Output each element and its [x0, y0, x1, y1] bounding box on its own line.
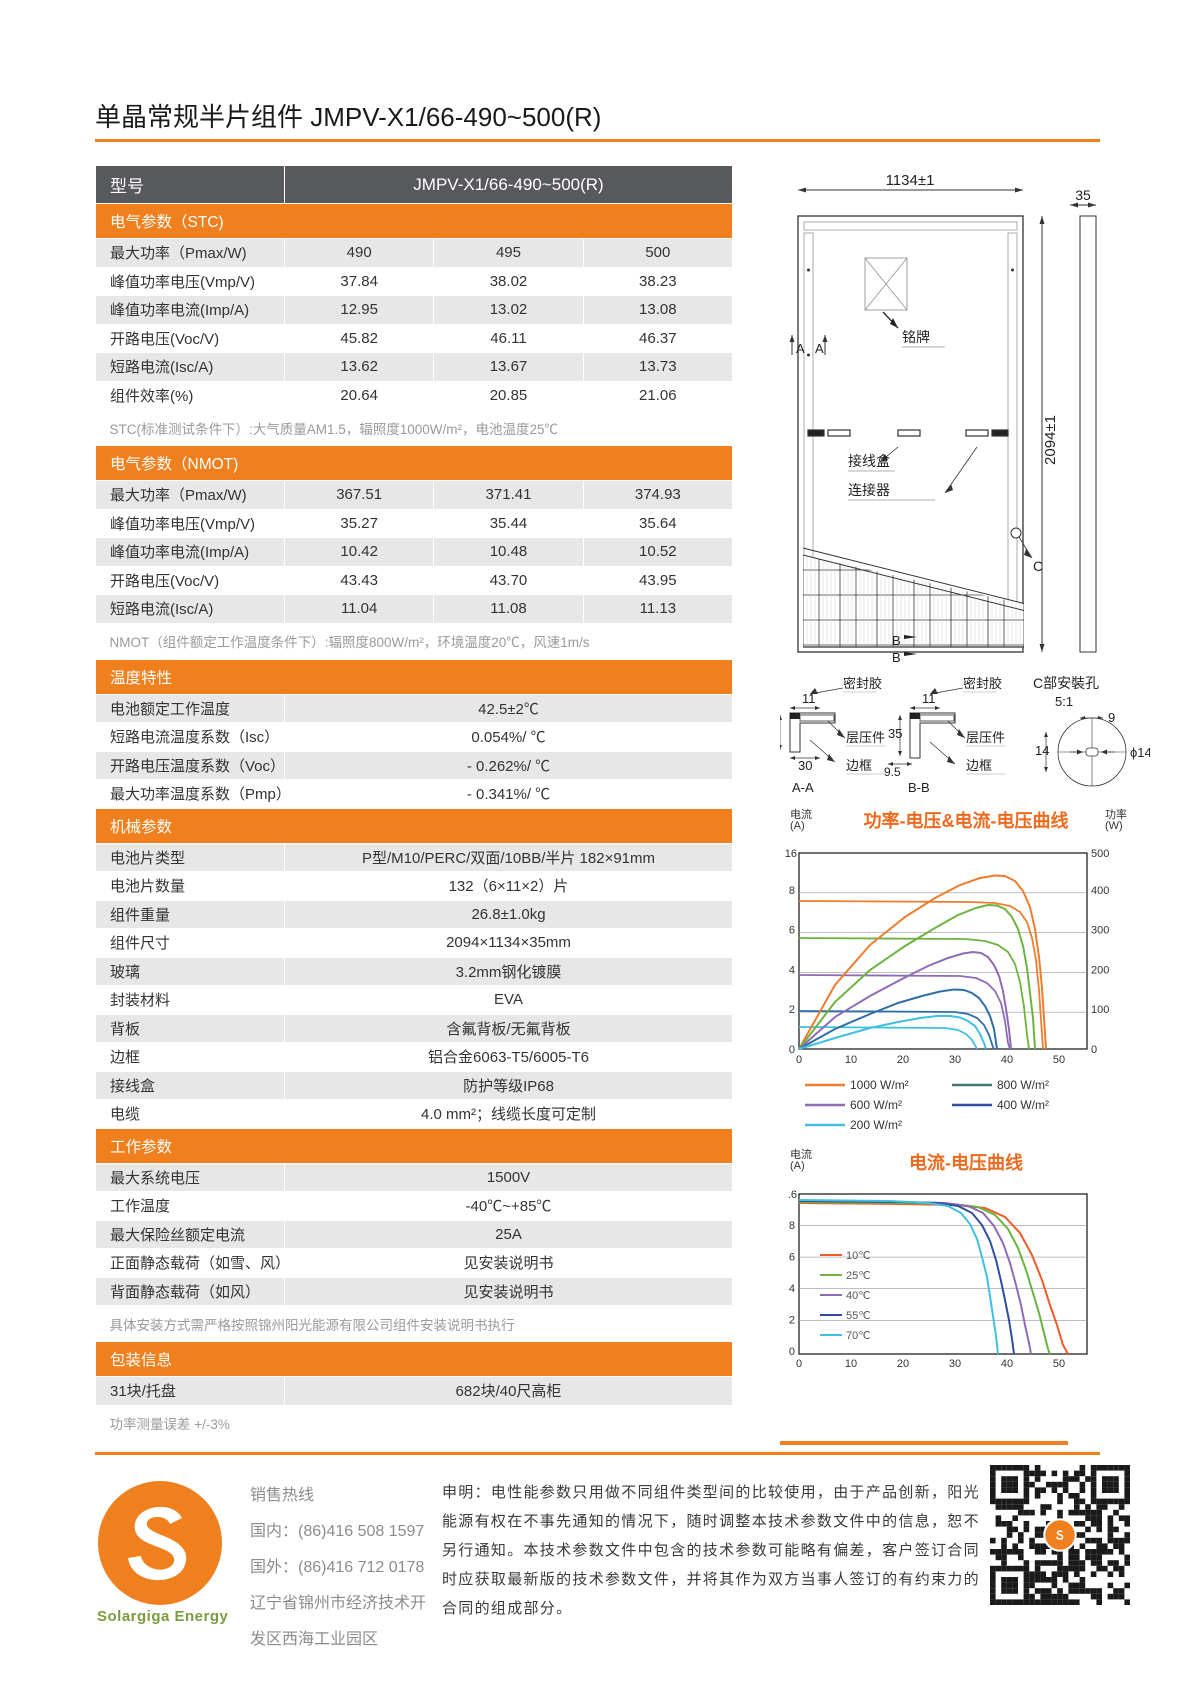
- svg-text:连接器: 连接器: [848, 482, 890, 498]
- svg-text:40: 40: [1001, 1358, 1013, 1370]
- svg-text:层压件: 层压件: [966, 730, 1005, 745]
- svg-text:密封胶: 密封胶: [963, 676, 1002, 691]
- svg-text:0: 0: [796, 1054, 802, 1066]
- svg-text:(A): (A): [790, 1160, 805, 1172]
- svg-text:600 W/m²: 600 W/m²: [850, 1098, 902, 1112]
- svg-text:0: 0: [789, 1044, 795, 1056]
- svg-text:14: 14: [1035, 743, 1049, 758]
- svg-text:0: 0: [1091, 1044, 1097, 1056]
- svg-text:接线盒: 接线盒: [848, 453, 890, 469]
- svg-text:8: 8: [789, 1220, 795, 1232]
- svg-text:10: 10: [845, 1054, 857, 1066]
- svg-text:铭牌: 铭牌: [902, 329, 930, 345]
- svg-text:ϕ14: ϕ14: [1130, 745, 1150, 760]
- svg-text:2: 2: [789, 1315, 795, 1327]
- svg-text:50: 50: [1053, 1358, 1065, 1370]
- svg-text:4: 4: [789, 964, 795, 976]
- svg-text:密封胶: 密封胶: [843, 676, 882, 691]
- svg-text:9.5: 9.5: [884, 765, 901, 779]
- svg-text:100: 100: [1091, 1004, 1109, 1016]
- svg-text:1000 W/m²: 1000 W/m²: [850, 1078, 909, 1092]
- svg-text:16: 16: [785, 848, 797, 860]
- svg-text:0: 0: [796, 1358, 802, 1370]
- svg-text:800 W/m²: 800 W/m²: [997, 1078, 1049, 1092]
- svg-text:(W): (W): [1105, 820, 1123, 832]
- svg-text:55℃: 55℃: [846, 1310, 871, 1322]
- svg-text:300: 300: [1091, 925, 1109, 937]
- svg-text:30: 30: [798, 758, 812, 773]
- svg-text:电流-电压曲线: 电流-电压曲线: [909, 1152, 1023, 1173]
- svg-text:C部安裝孔: C部安裝孔: [1033, 675, 1099, 691]
- svg-text:10℃: 10℃: [846, 1250, 871, 1262]
- svg-text:B-B: B-B: [908, 780, 930, 795]
- svg-text:500: 500: [1091, 848, 1109, 860]
- svg-text:6: 6: [789, 1251, 795, 1263]
- svg-text:A-A: A-A: [792, 780, 814, 795]
- svg-text:400 W/m²: 400 W/m²: [997, 1098, 1049, 1112]
- svg-text:20: 20: [897, 1358, 909, 1370]
- svg-text:2: 2: [789, 1004, 795, 1016]
- svg-text:边框: 边框: [846, 758, 872, 773]
- svg-text:4: 4: [789, 1283, 795, 1295]
- svg-text:1134±1: 1134±1: [886, 172, 935, 189]
- svg-text:70℃: 70℃: [846, 1330, 871, 1342]
- svg-text:40℃: 40℃: [846, 1290, 871, 1302]
- svg-text:200: 200: [1091, 964, 1109, 976]
- svg-text:10: 10: [845, 1358, 857, 1370]
- svg-text:边框: 边框: [966, 758, 992, 773]
- svg-text:20: 20: [897, 1054, 909, 1066]
- svg-text:A: A: [796, 341, 805, 356]
- svg-text:40: 40: [1001, 1054, 1013, 1066]
- svg-text:A: A: [815, 341, 824, 356]
- svg-text:B: B: [892, 633, 901, 648]
- svg-text:35: 35: [1075, 187, 1091, 203]
- svg-text:B: B: [892, 650, 901, 665]
- svg-text:35: 35: [888, 726, 902, 741]
- svg-text:电流: 电流: [790, 1147, 812, 1161]
- svg-text:.6: .6: [788, 1189, 797, 1201]
- svg-text:30: 30: [949, 1054, 961, 1066]
- svg-text:5:1: 5:1: [1055, 694, 1073, 709]
- svg-text:2094±1: 2094±1: [1042, 415, 1059, 465]
- svg-text:8: 8: [789, 885, 795, 897]
- svg-text:6: 6: [789, 925, 795, 937]
- svg-text:400: 400: [1091, 885, 1109, 897]
- svg-text:50: 50: [1053, 1054, 1065, 1066]
- svg-text:25℃: 25℃: [846, 1270, 871, 1282]
- svg-text:0: 0: [789, 1346, 795, 1358]
- svg-text:200 W/m²: 200 W/m²: [850, 1118, 902, 1132]
- svg-text:层压件: 层压件: [846, 730, 885, 745]
- svg-text:30: 30: [949, 1358, 961, 1370]
- svg-text:(A): (A): [790, 820, 805, 832]
